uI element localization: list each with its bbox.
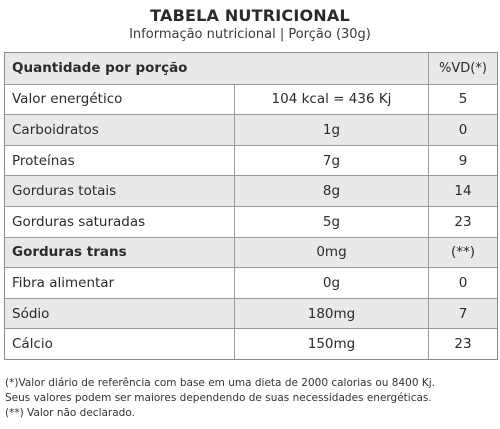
nutrient-name: Proteínas (12, 152, 75, 169)
nutrient-value: 8g (234, 176, 428, 206)
nutrition-table: Quantidade por porção %VD(*) Valor energ… (4, 52, 498, 360)
table-row: Gorduras totais 8g 14 (5, 175, 497, 206)
nutrient-vd: 23 (428, 206, 497, 237)
page-title: TABELA NUTRICIONAL (150, 6, 350, 25)
table-row: Cálcio 150mg 23 (5, 328, 497, 359)
nutrient-name: Gorduras trans (12, 244, 127, 261)
table-row: Gorduras trans 0mg (**) (5, 236, 497, 268)
footnote-line: (**) Valor não declarado. (5, 407, 135, 419)
table-row: Fibra alimentar 0g 0 (5, 267, 497, 298)
nutrient-vd: 9 (428, 145, 497, 176)
nutrient-name: Cálcio (12, 336, 53, 353)
header-vd: %VD(*) (428, 53, 497, 84)
nutrient-vd: 14 (428, 176, 497, 206)
footnote-line: Seus valores podem ser maiores dependend… (5, 392, 432, 404)
table-row: Gorduras saturadas 5g 23 (5, 205, 497, 237)
nutrient-value: 150mg (234, 329, 428, 359)
nutrient-name: Carboidratos (12, 121, 99, 138)
nutrient-value: 1g (234, 115, 428, 145)
nutrient-name: Gorduras totais (12, 183, 117, 200)
table-row: Valor energético 104 kcal = 436 Kj 5 (5, 83, 497, 115)
nutrient-value: 104 kcal = 436 Kj (234, 84, 428, 115)
nutrient-name: Fibra alimentar (12, 274, 115, 291)
nutrient-name: Valor energético (12, 91, 123, 108)
footnotes: (*)Valor diário de referência com base e… (5, 376, 497, 421)
nutrient-vd: (**) (428, 237, 497, 268)
header-label: Quantidade por porção (12, 60, 188, 77)
nutrient-value: 7g (234, 145, 428, 176)
footnote-line: (*)Valor diário de referência com base e… (5, 377, 435, 389)
nutrient-value: 180mg (234, 298, 428, 329)
nutrient-vd: 0 (428, 268, 497, 298)
nutrient-vd: 7 (428, 298, 497, 329)
nutrient-value: 5g (234, 206, 428, 237)
nutrient-vd: 23 (428, 329, 497, 359)
table-row: Carboidratos 1g 0 (5, 114, 497, 145)
table-row: Proteínas 7g 9 (5, 144, 497, 176)
table-header-row: Quantidade por porção %VD(*) (5, 53, 497, 84)
nutrient-name: Gorduras saturadas (12, 213, 146, 230)
nutrient-value: 0mg (234, 237, 428, 268)
page-subtitle: Informação nutricional | Porção (30g) (129, 27, 371, 42)
nutrient-vd: 0 (428, 115, 497, 145)
nutrient-value: 0g (234, 268, 428, 298)
nutrient-vd: 5 (428, 84, 497, 115)
table-row: Sódio 180mg 7 (5, 297, 497, 329)
nutrient-name: Sódio (12, 305, 50, 322)
